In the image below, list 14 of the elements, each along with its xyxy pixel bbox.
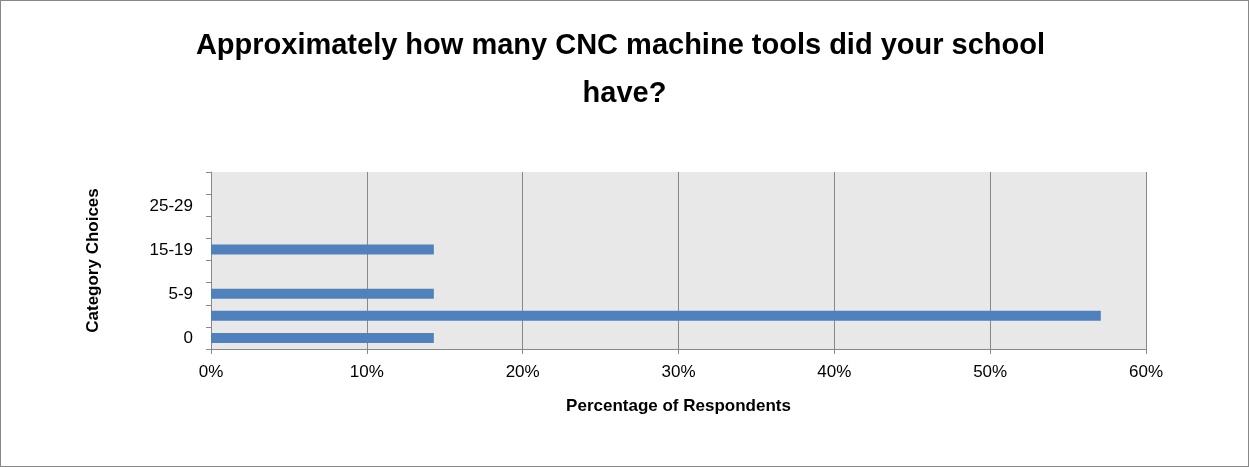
chart-title: Approximately how many CNC machine tools did your school have? (195, 28, 1054, 108)
y-tick-label: 15-19 (149, 239, 193, 259)
x-tick-label: 10% (349, 362, 384, 381)
x-tick-label: 30% (661, 362, 696, 381)
x-tick-label: 20% (505, 362, 540, 381)
x-tick-label: 0% (198, 362, 224, 381)
y-tick-label: 0 (183, 328, 193, 348)
y-axis-title: Category Choices (83, 188, 102, 333)
y-tick-label: 5-9 (168, 284, 193, 304)
x-tick-label: 60% (1128, 362, 1164, 381)
y-tick-label: 25-29 (149, 195, 193, 215)
x-tick-label: 40% (817, 362, 852, 381)
x-axis-title: Percentage of Respondents (566, 396, 791, 415)
x-tick-label: 50% (973, 362, 1008, 381)
